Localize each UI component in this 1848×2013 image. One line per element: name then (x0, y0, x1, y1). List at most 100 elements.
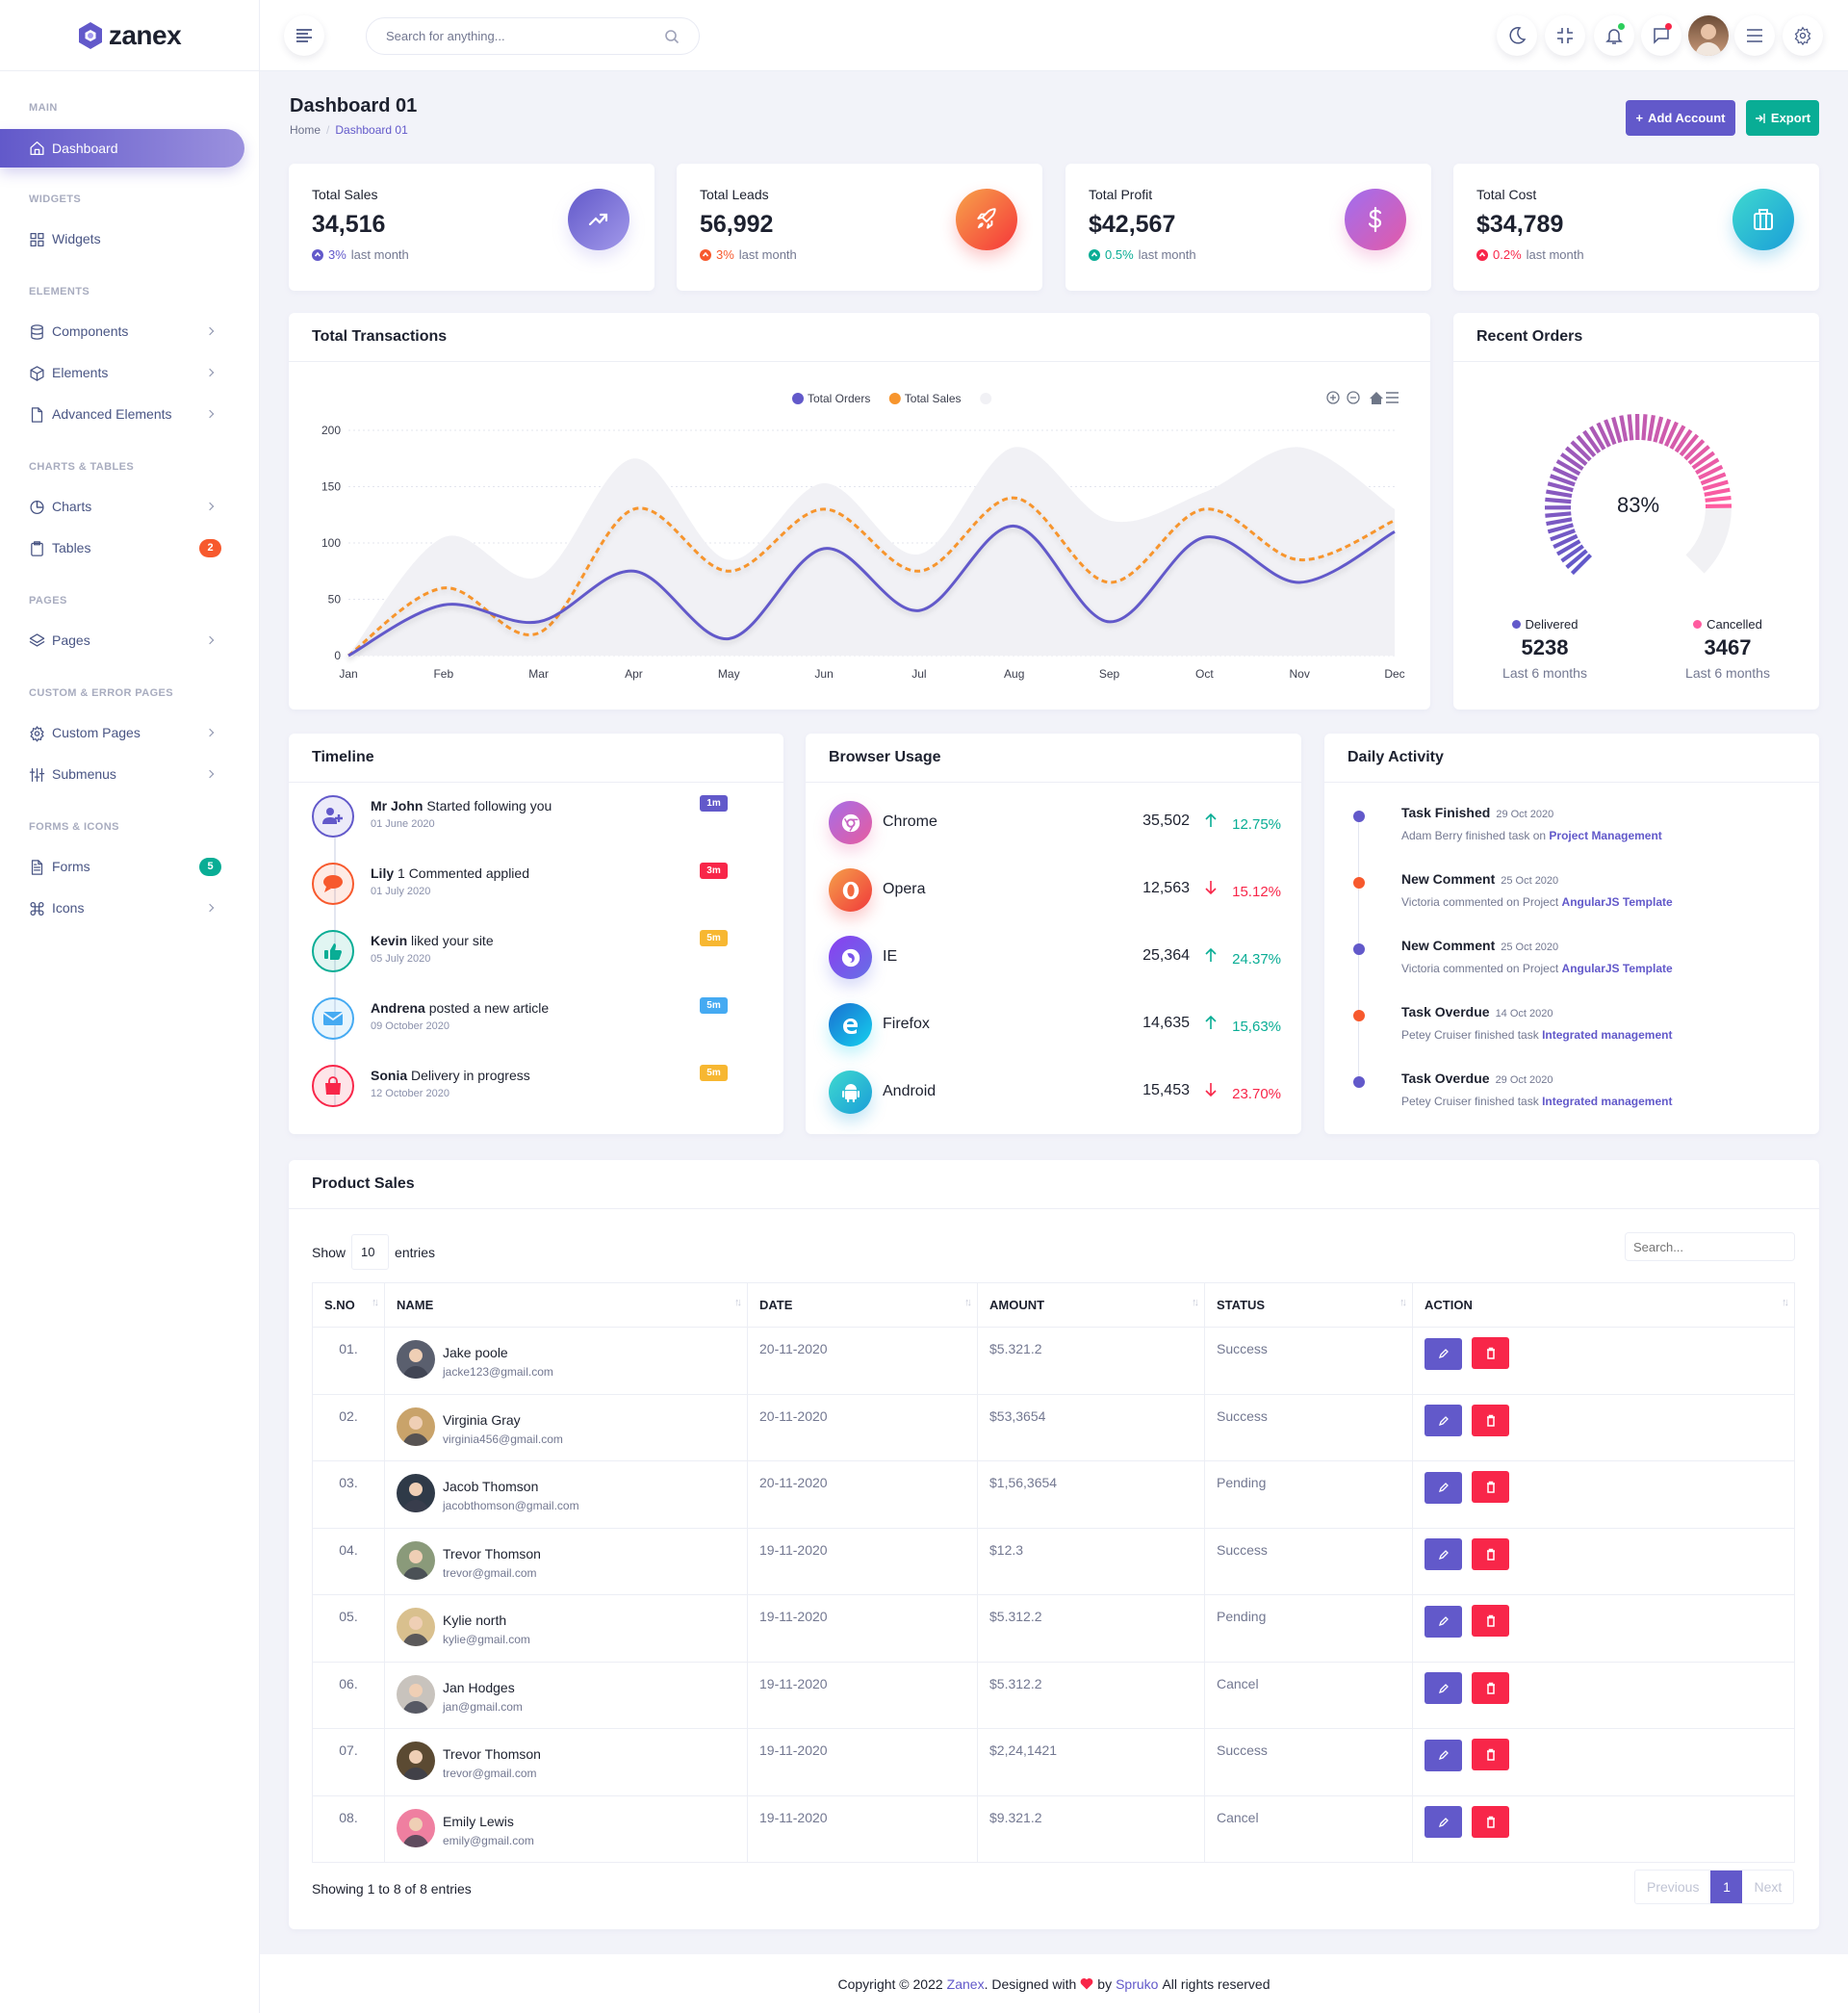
browser-value: 14,635 (1142, 1015, 1190, 1031)
row-email: trevor@gmail.com (443, 1767, 537, 1780)
sidebar-item[interactable]: Widgets (0, 219, 259, 260)
delete-button[interactable] (1472, 1471, 1509, 1503)
delete-button[interactable] (1472, 1537, 1509, 1570)
column-header-sno[interactable]: S.NO (312, 1282, 385, 1328)
gauge-tick (1546, 489, 1573, 499)
row-email: kylie@gmail.com (443, 1633, 530, 1646)
trash-icon (1485, 1614, 1497, 1627)
pagination-page-1[interactable]: 1 (1710, 1871, 1743, 1903)
pagination-previous[interactable]: Previous (1647, 1879, 1700, 1895)
timeline-icon-circle (312, 997, 354, 1040)
sidebar-section: PAGES Pages (0, 582, 259, 661)
menu-lines-icon (1746, 29, 1763, 42)
search-bar[interactable] (366, 17, 700, 55)
chart-menu-icon[interactable] (1386, 392, 1399, 403)
x-tick-label: Mar (528, 667, 549, 681)
zoom-in-icon[interactable] (1326, 391, 1340, 404)
table-search-input[interactable] (1625, 1232, 1795, 1261)
arrow-up-icon (1204, 1015, 1218, 1030)
logo[interactable]: zanex (0, 0, 259, 71)
sidebar-item[interactable]: Custom Pages (0, 712, 259, 754)
export-button[interactable]: Export (1746, 100, 1819, 136)
sidebar-item[interactable]: Advanced Elements (0, 394, 259, 435)
timeline-user[interactable]: Andrena (371, 1000, 425, 1016)
add-account-label: Add Account (1648, 111, 1726, 125)
delete-button[interactable] (1472, 1671, 1509, 1704)
pencil-icon (1438, 1482, 1450, 1493)
sidebar-item[interactable]: Charts (0, 486, 259, 528)
activity-dot (1353, 811, 1365, 822)
column-header-action[interactable]: ACTION (1412, 1282, 1795, 1328)
row-email: emily@gmail.com (443, 1833, 534, 1847)
stat-value: $42,567 (1089, 211, 1176, 238)
change-indicator-icon (1089, 248, 1100, 261)
messages-button[interactable] (1641, 15, 1681, 56)
sidebar-nav: MAIN Dashboard WIDGETS (0, 71, 259, 929)
column-header-amount[interactable]: AMOUNT (977, 1282, 1205, 1328)
dark-mode-toggle[interactable] (1497, 15, 1537, 56)
row-date: 19-11-2020 (747, 1594, 978, 1663)
trash-icon (1485, 1414, 1497, 1427)
sidebar-item[interactable]: Elements (0, 352, 259, 394)
zoom-out-icon[interactable] (1347, 391, 1360, 404)
settings-button[interactable] (1783, 15, 1823, 56)
sidebar-item[interactable]: Components (0, 311, 259, 352)
home-reset-icon[interactable] (1370, 392, 1383, 404)
sidebar-item[interactable]: Forms 5 (0, 846, 259, 888)
sidebar-item[interactable]: Dashboard (0, 128, 244, 168)
legend-marker (792, 393, 804, 404)
edit-button[interactable] (1424, 1672, 1462, 1704)
timeline-user[interactable]: Sonia (371, 1068, 408, 1083)
y-tick-label: 150 (321, 480, 341, 494)
edit-button[interactable] (1424, 1806, 1462, 1838)
sidebar-right-toggle[interactable] (1734, 15, 1775, 56)
activity-link[interactable]: AngularJS Template (1561, 895, 1673, 909)
timeline-user[interactable]: Lily (371, 865, 395, 881)
pagination-next[interactable]: Next (1754, 1879, 1783, 1895)
edit-button[interactable] (1424, 1471, 1462, 1504)
timeline-user[interactable]: Mr John (371, 798, 424, 813)
column-header-status[interactable]: STATUS (1204, 1282, 1413, 1328)
sidebar-item[interactable]: Submenus (0, 754, 259, 795)
gauge-tick (1576, 434, 1597, 458)
search-icon[interactable] (664, 29, 680, 44)
column-header-date[interactable]: DATE (747, 1282, 978, 1328)
edit-button[interactable] (1424, 1739, 1462, 1771)
user-avatar[interactable] (1688, 15, 1729, 56)
delete-button[interactable] (1472, 1739, 1509, 1770)
search-input[interactable] (386, 29, 664, 43)
column-header-name[interactable]: NAME (384, 1282, 748, 1328)
entries-select[interactable]: 10 (351, 1234, 390, 1270)
menu-toggle-button[interactable] (284, 15, 324, 56)
fullscreen-button[interactable] (1545, 15, 1585, 56)
activity-link[interactable]: Integrated management (1542, 1028, 1673, 1042)
delete-button[interactable] (1472, 1404, 1509, 1436)
x-tick-label: Jun (814, 667, 833, 681)
stat-icon-circle (568, 189, 629, 250)
activity-link[interactable]: AngularJS Template (1561, 962, 1673, 975)
sidebar-item[interactable]: Pages (0, 620, 259, 661)
activity-link[interactable]: Integrated management (1542, 1095, 1673, 1108)
stat-label: Total Sales (312, 187, 378, 202)
breadcrumb-home[interactable]: Home (290, 123, 321, 137)
sidebar-section-label: WIDGETS (29, 193, 82, 205)
table-body: 01. Jake poole jacke123@gmail.com 20-11-2… (312, 1327, 1795, 1863)
add-account-button[interactable]: + Add Account (1626, 100, 1735, 136)
delete-button[interactable] (1472, 1805, 1509, 1838)
notifications-button[interactable] (1594, 15, 1634, 56)
edit-button[interactable] (1424, 1538, 1462, 1570)
edit-button[interactable] (1424, 1405, 1462, 1436)
edit-button[interactable] (1424, 1337, 1462, 1370)
footer-author-link[interactable]: Spruko (1116, 1975, 1159, 1992)
activity-link[interactable]: Project Management (1549, 829, 1662, 842)
edit-button[interactable] (1424, 1605, 1462, 1638)
delete-button[interactable] (1472, 1337, 1509, 1369)
timeline-user[interactable]: Kevin (371, 933, 408, 948)
sidebar-section-items: Components Elements (0, 311, 259, 435)
delete-button[interactable] (1472, 1605, 1509, 1637)
activity-description: Victoria commented on Project AngularJS … (1401, 962, 1673, 975)
sidebar-item[interactable]: Tables 2 (0, 528, 259, 569)
footer-brand-link[interactable]: Zanex (946, 1975, 985, 1992)
sidebar-item[interactable]: Icons (0, 888, 259, 929)
sidebar-item-label: Advanced Elements (52, 406, 172, 422)
